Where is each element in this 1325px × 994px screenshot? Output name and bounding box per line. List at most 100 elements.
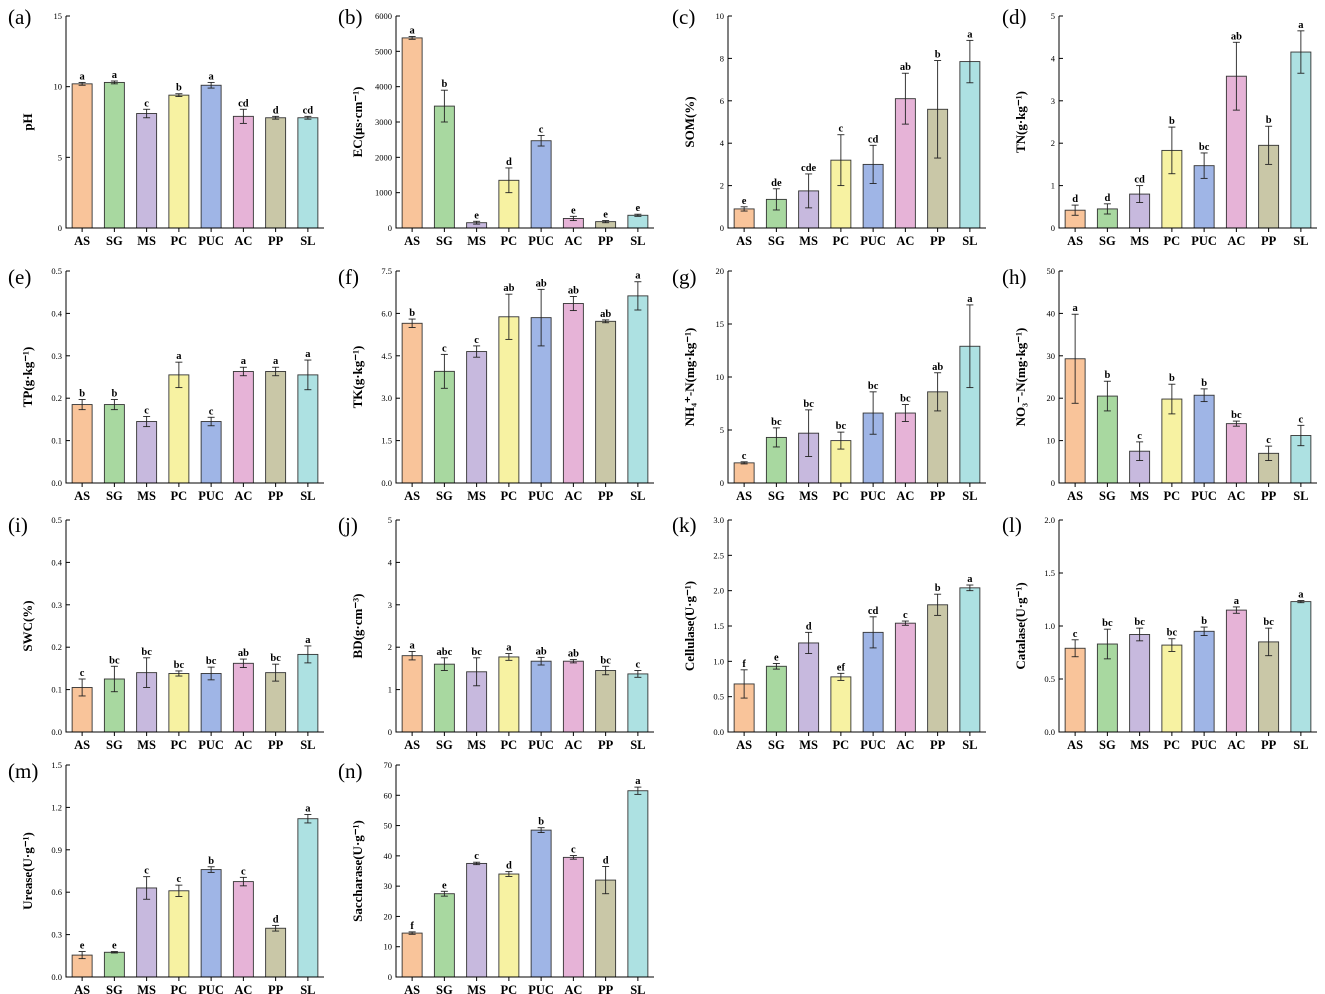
y-tick-label: 10 [384,942,393,952]
bar-MS [466,351,488,484]
significance-letter: a [967,574,973,585]
y-tick-label: 20 [1047,393,1056,403]
x-tick-label: SL [300,983,315,994]
bar-PUC [1193,630,1215,733]
panel-label: (k) [672,513,697,537]
axis-frame [1058,271,1317,484]
significance-letter: bc [771,417,782,428]
x-tick-label: AS [404,738,420,752]
axis-frame [65,765,324,978]
significance-letter: e [636,203,641,214]
panel-b: (b) EC(μs·cm⁻¹) 0 1000 2000 3000 4000 5000 6000 a… [338,5,654,248]
bar-PP [927,604,949,733]
y-tick-label: 4 [1051,53,1056,63]
y-tick-label: 6.0 [381,308,392,318]
significance-letter: c [839,124,844,135]
x-tick-label: PC [833,234,850,248]
x-tick-label: AS [404,234,420,248]
significance-letter: a [410,640,416,651]
significance-letter: e [112,941,117,952]
significance-letter: de [771,178,782,189]
bar-PC [498,656,520,733]
x-tick-label: SG [1099,738,1116,752]
bar-PC [168,673,190,733]
y-tick-label: 0.4 [51,557,62,567]
x-tick-label: PUC [198,983,224,994]
y-tick-label: 15 [716,319,725,329]
y-tick-label: 3000 [375,117,392,127]
x-tick-label: MS [1130,234,1149,248]
significance-letter: ab [503,283,514,294]
significance-letter: e [474,210,479,221]
y-tick-label: 0.0 [381,478,392,488]
x-tick-label: PC [833,738,850,752]
bar-PUC [200,869,222,978]
significance-letter: f [410,921,414,932]
x-tick-label: AS [736,738,752,752]
panel-label: (a) [8,5,31,29]
significance-letter: a [305,349,311,360]
y-tick-label: 0.6 [51,887,62,897]
bar-PC [498,316,520,484]
y-tick-label: 2 [388,642,392,652]
x-tick-label: PP [598,489,614,503]
x-tick-label: PP [268,983,284,994]
y-axis-label: Saccharase(U·g⁻¹) [350,820,365,922]
x-tick-label: AS [1067,234,1083,248]
x-tick-label: MS [467,234,486,248]
x-tick-label: MS [137,489,156,503]
significance-letter: b [409,308,415,319]
bar-AS [401,322,423,484]
y-axis-label: TN(g·kg⁻¹) [1013,91,1028,153]
significance-letter: bc [109,655,120,666]
y-tick-label: 1.0 [713,656,724,666]
x-tick-label: SL [1293,234,1308,248]
significance-letter: c [474,335,479,346]
y-tick-label: 1.2 [51,802,62,812]
panel-e: (e) TP(g·kg⁻¹) 0.0 0.1 0.2 0.3 0.4 0.5 b AS b SG c MS… [8,265,324,503]
y-tick-label: 2 [1051,138,1055,148]
panel-f: (f) TK(g·kg⁻¹) 0.0 1.5 3.0 4.5 6.0 7.5 b AS c SG c MS… [338,265,654,503]
significance-letter: bc [1134,617,1145,628]
panel-label: (g) [672,265,697,289]
x-tick-label: MS [1130,738,1149,752]
x-tick-label: PP [930,489,946,503]
y-tick-label: 2000 [375,152,392,162]
significance-letter: ab [238,648,249,659]
bar-SG [765,665,787,733]
x-tick-label: PC [501,234,518,248]
significance-letter: b [79,388,85,399]
bar-SL [297,653,319,733]
y-tick-label: 0.5 [51,266,62,276]
significance-letter: d [506,157,512,168]
y-tick-label: 10 [716,372,725,382]
y-tick-label: 2.0 [713,586,724,596]
x-tick-label: SL [962,234,977,248]
y-tick-label: 4.5 [381,351,392,361]
y-tick-label: 1.0 [1044,621,1055,631]
y-tick-label: 5 [58,152,62,162]
significance-letter: bc [868,381,879,392]
significance-letter: e [442,880,447,891]
significance-letter: c [241,866,246,877]
bar-AC [232,881,254,978]
x-tick-label: MS [1130,489,1149,503]
significance-letter: c [1073,629,1078,640]
x-tick-label: AS [74,489,90,503]
y-tick-label: 7.5 [381,266,392,276]
bar-PP [265,371,287,484]
x-tick-label: PUC [860,489,886,503]
x-tick-label: SG [768,234,785,248]
panel-l: (l) Catalase(U·g⁻¹) 0.0 0.5 1.0 1.5 2.0 c AS bc SG… [1002,513,1317,752]
bar-PC [830,676,852,733]
axis-frame [395,520,654,733]
significance-letter: e [603,210,608,221]
panel-n: (n) Saccharase(U·g⁻¹) 0 10 20 30 40 50 60 70 f AS e S… [338,759,654,994]
y-tick-label: 40 [1047,308,1056,318]
significance-letter: ab [568,648,579,659]
significance-letter: bc [900,394,911,405]
y-tick-label: 2.5 [713,550,724,560]
bar-SL [297,117,319,229]
significance-letter: d [806,621,812,632]
x-tick-label: PUC [1191,489,1217,503]
